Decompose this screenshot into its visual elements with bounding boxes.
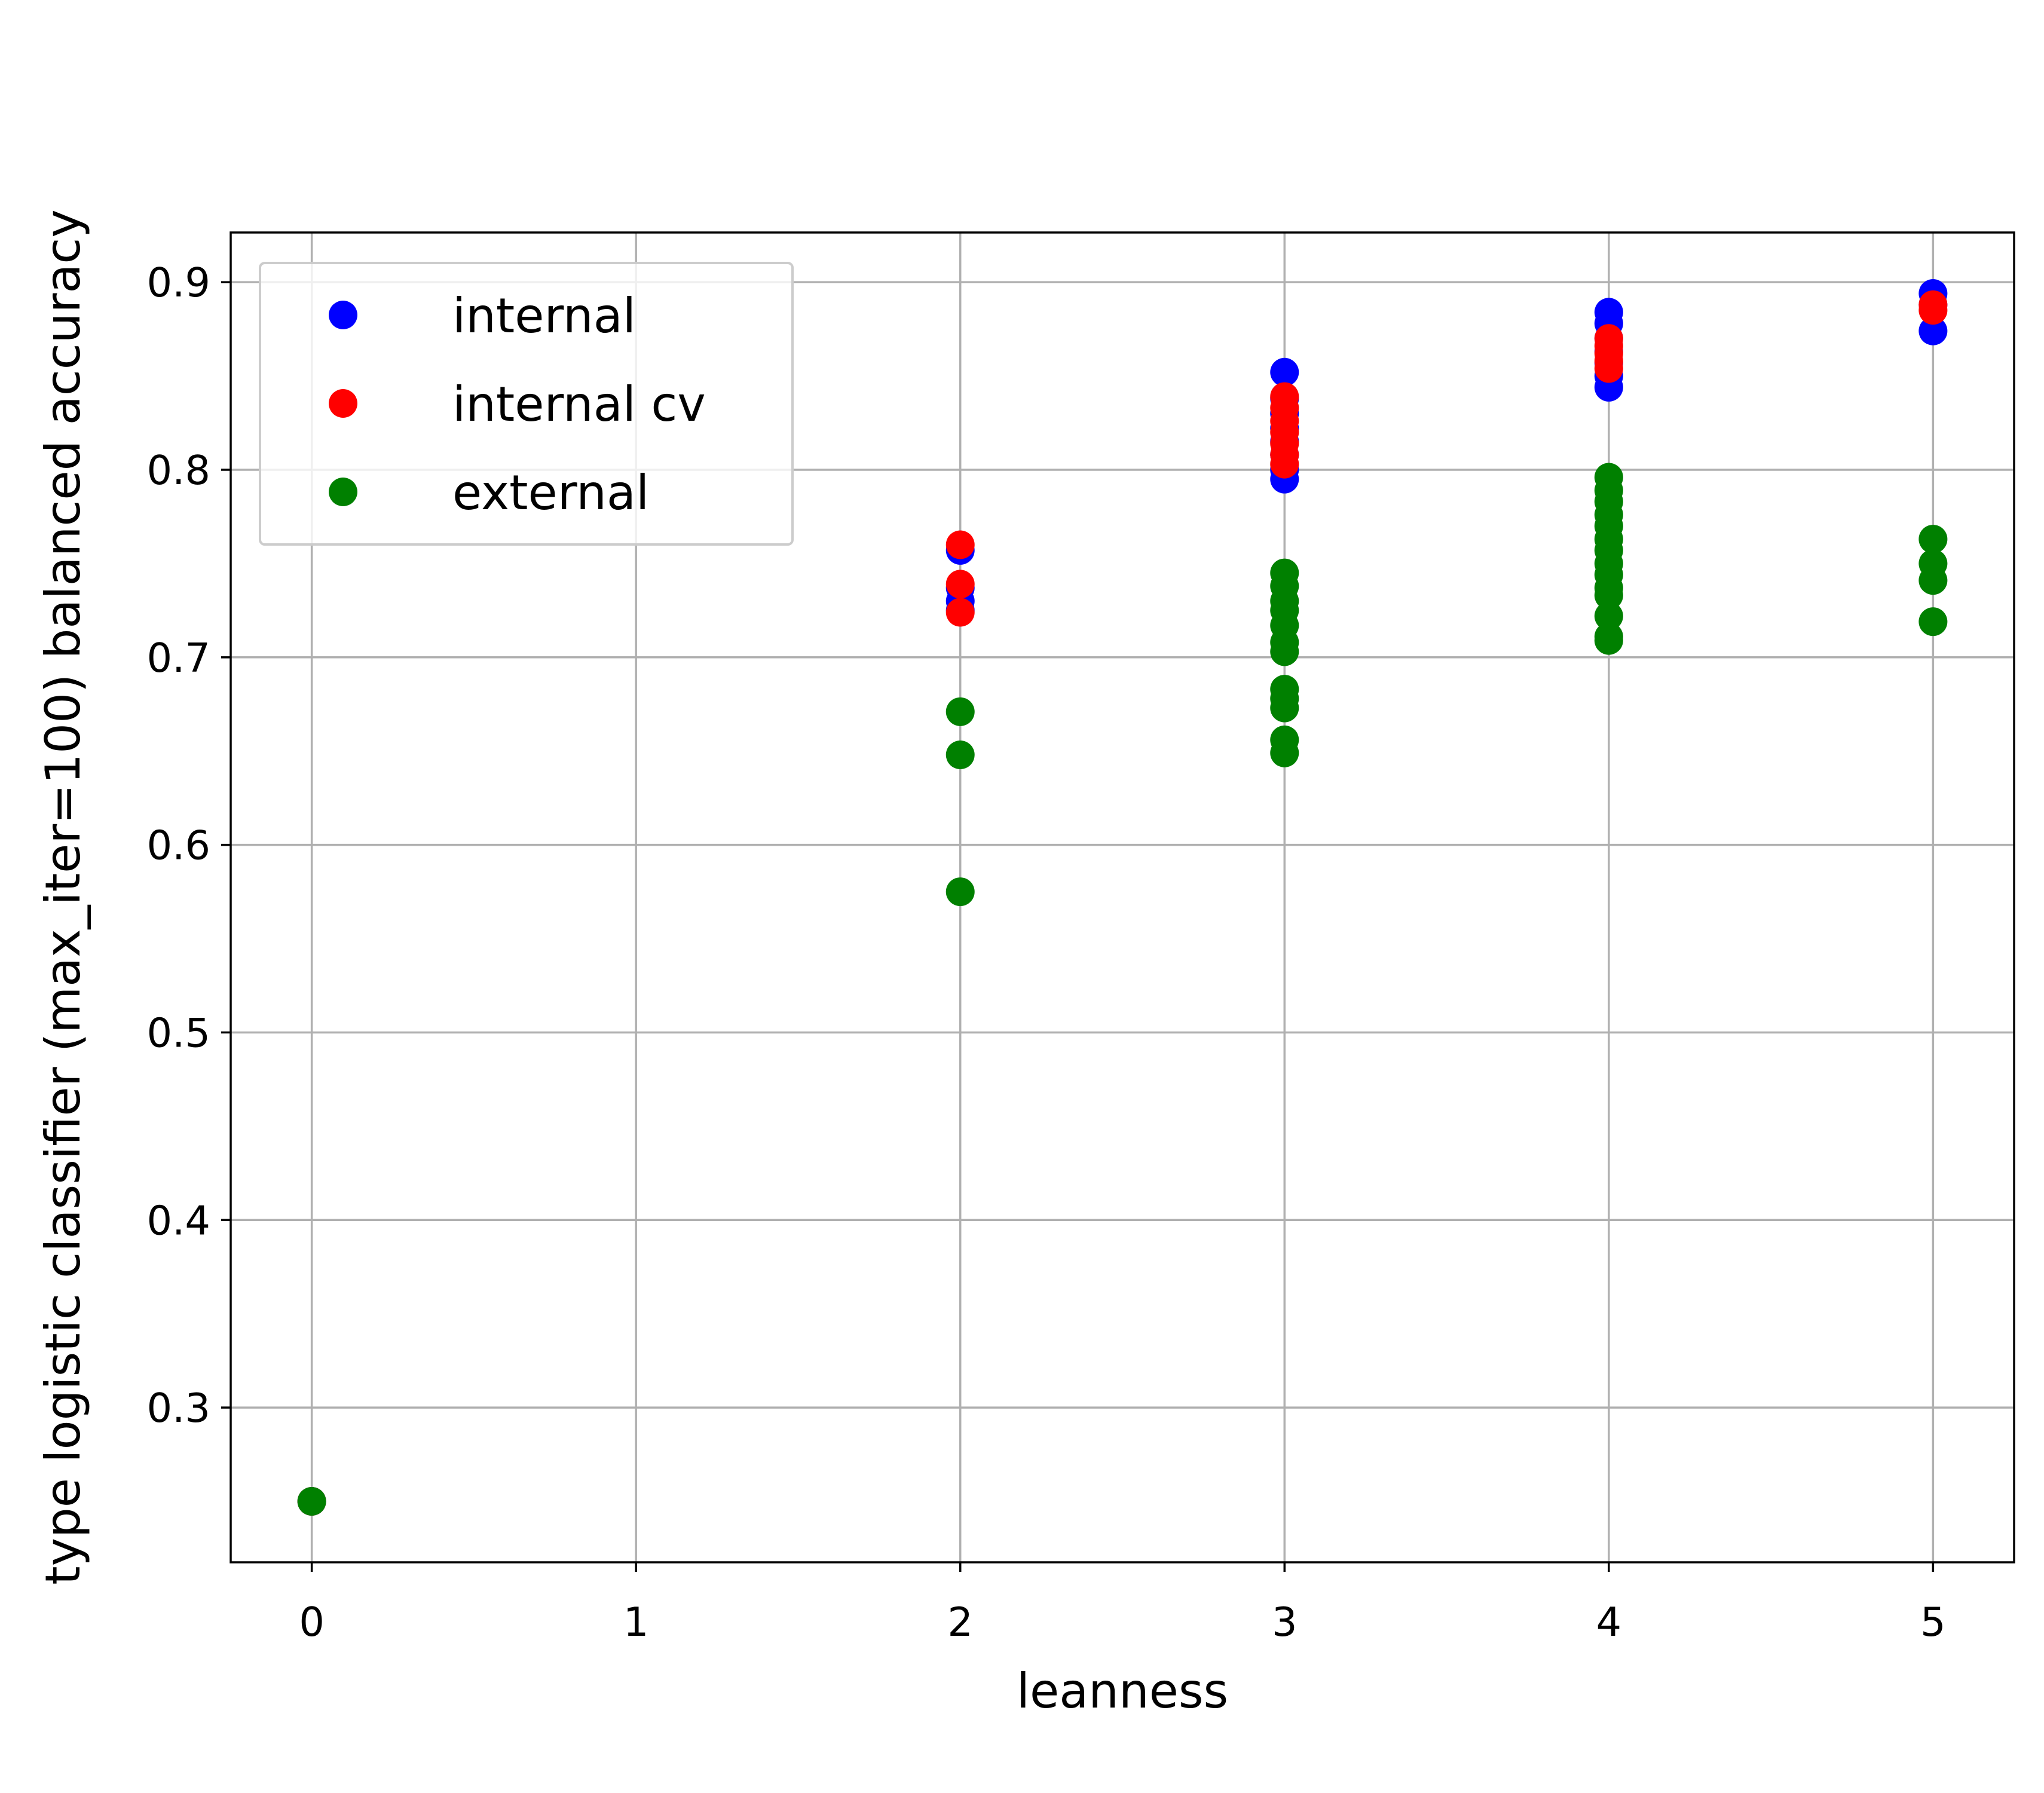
data-point: [945, 598, 975, 627]
data-point: [1270, 738, 1299, 767]
y-axis-label: type logistic classifier (max_iter=100) …: [35, 209, 91, 1584]
axis-ticks: 0 1 2 3 4 5 0.3 0.4 0.5 0.6 0.7 0.8 0.9: [146, 259, 1945, 1645]
x-tick-label: 4: [1596, 1599, 1621, 1645]
data-point: [1594, 581, 1623, 610]
legend-label: external: [452, 465, 649, 521]
legend: internal internal cv external: [259, 262, 794, 546]
plot-frame: [230, 231, 2015, 1563]
x-tick-label: 5: [1920, 1599, 1946, 1645]
x-tick-label: 0: [299, 1599, 325, 1645]
data-point: [1270, 693, 1299, 723]
data-points: [297, 279, 1948, 1516]
data-point: [945, 570, 975, 599]
legend-marker: [329, 478, 357, 506]
data-point: [1594, 354, 1623, 383]
x-tick-label: 2: [947, 1599, 973, 1645]
data-point: [297, 1487, 326, 1516]
data-point: [1270, 449, 1299, 479]
legend-label: internal: [452, 288, 636, 344]
y-tick-label: 0.5: [146, 1009, 210, 1056]
x-tick-label: 1: [623, 1599, 649, 1645]
y-tick-label: 0.6: [146, 822, 210, 869]
y-tick-label: 0.8: [146, 447, 210, 494]
data-point: [1270, 357, 1299, 387]
legend-label: internal cv: [452, 377, 706, 432]
data-point: [1270, 637, 1299, 666]
y-tick-label: 0.3: [146, 1385, 210, 1431]
y-tick-label: 0.4: [146, 1197, 210, 1244]
data-point: [1918, 316, 1948, 345]
legend-entries: internal internal cv external: [329, 288, 706, 521]
legend-marker: [329, 301, 357, 329]
data-point: [1594, 601, 1623, 631]
data-point: [945, 530, 975, 559]
y-tick-label: 0.9: [146, 259, 210, 306]
data-point: [1918, 525, 1948, 554]
data-point: [1918, 566, 1948, 595]
data-point: [1918, 607, 1948, 637]
legend-box: [259, 262, 794, 546]
data-point: [1594, 626, 1623, 655]
legend-marker: [329, 389, 357, 418]
data-point: [945, 877, 975, 907]
x-tick-label: 3: [1272, 1599, 1298, 1645]
data-point: [1918, 296, 1948, 325]
data-point: [945, 740, 975, 769]
series-internal-cv: [297, 290, 1948, 1516]
y-tick-label: 0.7: [146, 635, 210, 681]
series-external: [297, 463, 1948, 1516]
data-point: [945, 697, 975, 726]
x-axis-label: leanness: [1017, 1663, 1228, 1719]
